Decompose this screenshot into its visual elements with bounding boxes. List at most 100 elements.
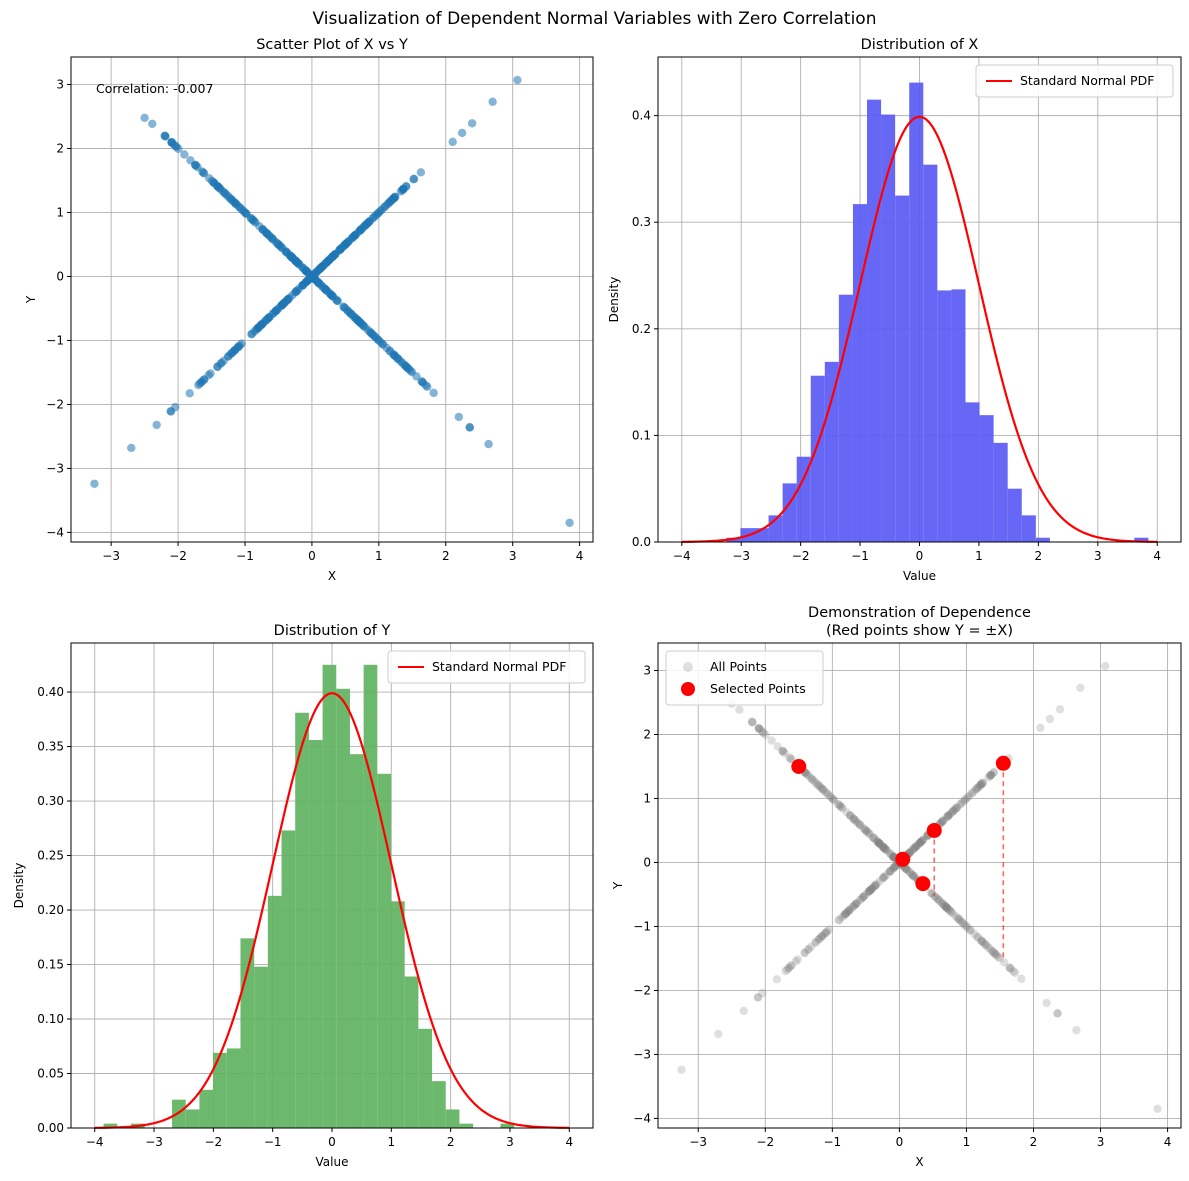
scatter-point bbox=[332, 295, 341, 304]
dependence-point bbox=[915, 838, 925, 847]
dependence-point bbox=[915, 839, 924, 848]
dependence-point bbox=[994, 952, 1003, 962]
dependence-point bbox=[1055, 705, 1065, 714]
scatter-xlabel: X bbox=[328, 569, 336, 583]
dependence-title: (Red points show Y = ±X) bbox=[826, 623, 1013, 639]
dependence-point bbox=[844, 906, 854, 915]
dependence-point bbox=[941, 902, 950, 911]
hist_y-panel: −4 −3 −2 −1 0 1 2 3 4 0.00 0.05 0.10 0.15 0.20 0.25 0.3… bbox=[12, 623, 594, 1169]
dependence-point bbox=[856, 821, 865, 830]
dependence-point bbox=[961, 795, 970, 804]
dependence-point bbox=[838, 804, 847, 813]
dependence-point bbox=[958, 918, 967, 928]
dependence-point bbox=[890, 863, 899, 872]
hist_y-bar bbox=[281, 830, 296, 1128]
scatter-point bbox=[327, 253, 337, 262]
hist_y-bar bbox=[199, 1089, 214, 1128]
dependence-point bbox=[758, 728, 768, 737]
dependence-point bbox=[903, 865, 912, 875]
scatter-point bbox=[231, 199, 240, 208]
dependence-point bbox=[960, 796, 969, 805]
dependence-point bbox=[938, 899, 947, 908]
dependence-point bbox=[815, 934, 824, 943]
dependence-point bbox=[937, 899, 947, 908]
dependence-point bbox=[941, 902, 950, 911]
dependence-point bbox=[874, 838, 884, 848]
hist_x-bar bbox=[852, 204, 868, 542]
dependence-point bbox=[834, 800, 843, 809]
dependence-point bbox=[851, 899, 861, 909]
scatter-point bbox=[230, 346, 239, 355]
hist_y-xtick-label: −3 bbox=[145, 1135, 163, 1149]
dependence-point bbox=[879, 873, 888, 883]
dependence-point bbox=[940, 901, 950, 911]
dependence-point bbox=[829, 795, 839, 805]
dependence-point bbox=[735, 705, 744, 715]
hist_y-xtick-label: 0 bbox=[328, 1135, 336, 1149]
dependence-point bbox=[964, 924, 973, 933]
dependence-point bbox=[850, 815, 859, 825]
scatter-point bbox=[160, 131, 169, 140]
dependence-point bbox=[860, 825, 869, 834]
dependence-point bbox=[1076, 683, 1085, 692]
dependence-point bbox=[989, 948, 998, 957]
scatter-point bbox=[386, 347, 395, 356]
scatter-title: Scatter Plot of X vs Y bbox=[256, 37, 408, 53]
dependence-point bbox=[814, 935, 823, 945]
dependence-point bbox=[810, 777, 820, 787]
dependence-point bbox=[908, 870, 917, 880]
dependence-point bbox=[842, 808, 852, 817]
dependence-point bbox=[885, 867, 895, 876]
dependence-point bbox=[881, 844, 890, 854]
dependence-point bbox=[875, 839, 884, 848]
dependence-point bbox=[887, 851, 897, 860]
scatter-point bbox=[454, 412, 464, 422]
dependence-point bbox=[837, 803, 846, 812]
dependence-point bbox=[677, 1065, 686, 1074]
dependence-point bbox=[834, 800, 843, 809]
scatter-point bbox=[261, 316, 271, 325]
dependence-legend-label: All Points bbox=[710, 659, 767, 674]
hist_y-bar bbox=[459, 1123, 474, 1128]
dependence-point bbox=[821, 928, 831, 937]
dependence-point bbox=[853, 818, 862, 827]
hist_y-bar bbox=[432, 1081, 446, 1128]
dependence-point bbox=[1017, 974, 1026, 984]
dependence-point bbox=[933, 894, 942, 904]
dependence-ytick-label: 1 bbox=[643, 791, 651, 805]
dependence-point bbox=[962, 794, 971, 803]
scatter-point bbox=[261, 227, 270, 237]
hist_x-panel: −4 −3 −2 −1 0 1 2 3 4 0.0 0.1 0.2 0.3 0.4 Value Density… bbox=[607, 37, 1182, 583]
hist_y-bar bbox=[295, 712, 309, 1128]
dependence-point bbox=[946, 808, 956, 818]
hist_y-xtick-label: −2 bbox=[205, 1135, 223, 1149]
dependence-point bbox=[978, 937, 987, 947]
hist_y-xtick-label: 2 bbox=[447, 1135, 455, 1149]
dependence-point bbox=[977, 779, 987, 788]
hist_x-bar bbox=[979, 415, 994, 542]
dependence-ytick-label: −4 bbox=[633, 1111, 651, 1125]
scatter-point bbox=[448, 137, 457, 147]
dependence-point bbox=[767, 736, 776, 745]
dependence-point bbox=[966, 926, 975, 935]
dependence-point bbox=[967, 788, 977, 798]
hist_y-bar bbox=[336, 688, 350, 1128]
dependence-point bbox=[907, 870, 917, 879]
scatter-point bbox=[302, 267, 311, 276]
hist_y-bar bbox=[213, 1052, 227, 1128]
dependence-point bbox=[821, 787, 830, 797]
dependence-point bbox=[962, 922, 971, 931]
dependence-point bbox=[1153, 1104, 1162, 1114]
scatter-ytick-label: −2 bbox=[46, 397, 64, 411]
dependence-point bbox=[878, 842, 887, 851]
dependence-point bbox=[926, 888, 936, 897]
dependence-point bbox=[840, 910, 850, 919]
scatter-point bbox=[281, 247, 291, 257]
dependence-xtick-label: −3 bbox=[689, 1135, 707, 1149]
dependence-point bbox=[948, 908, 957, 918]
dependence-point bbox=[817, 931, 827, 941]
scatter-annotation: Correlation: -0.007 bbox=[96, 81, 213, 96]
dependence-point bbox=[951, 804, 960, 813]
scatter-ytick-label: 2 bbox=[56, 141, 64, 155]
dependence-point bbox=[822, 927, 832, 936]
